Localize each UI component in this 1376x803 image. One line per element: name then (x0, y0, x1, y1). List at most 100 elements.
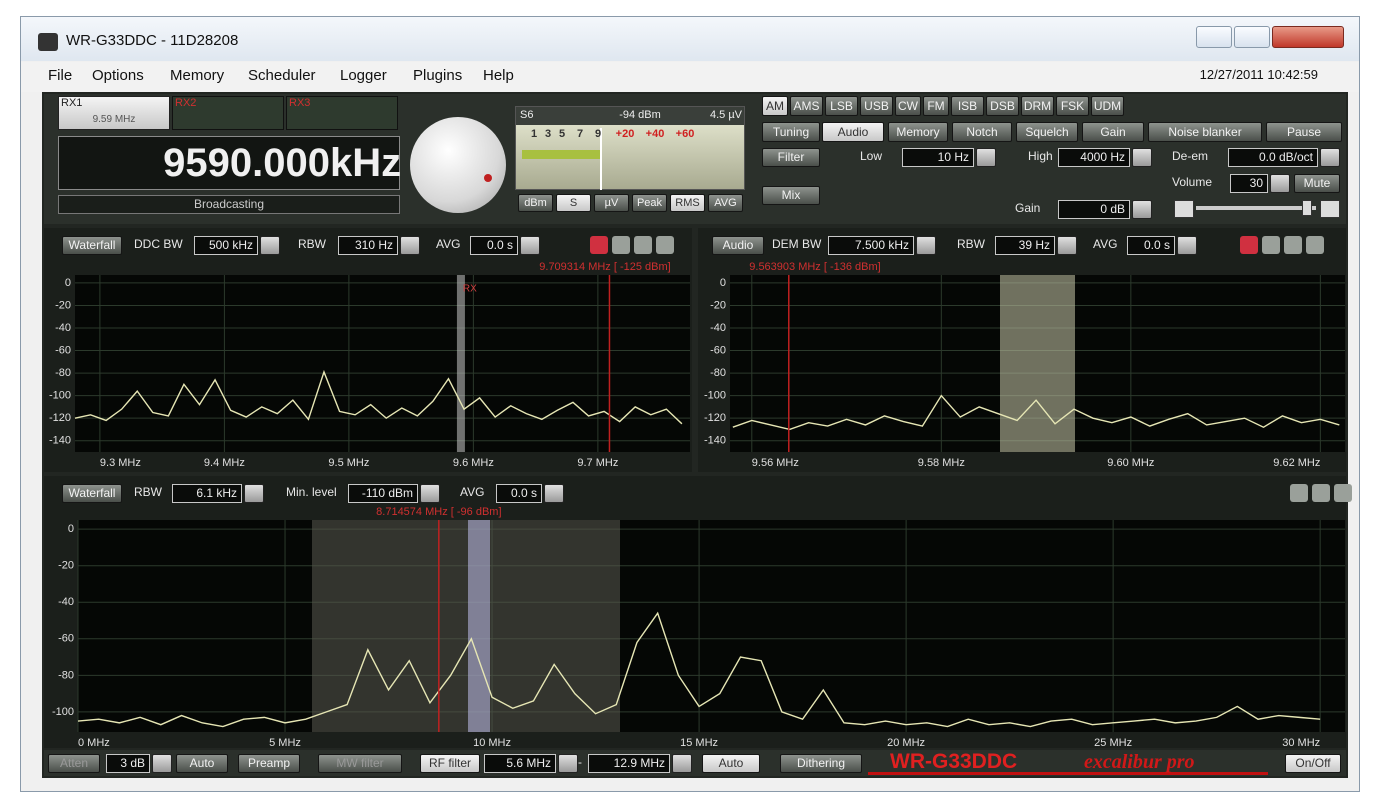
control-box[interactable]: 0.0 s (496, 484, 542, 503)
mode-button[interactable]: LSB (825, 96, 858, 116)
dropdown[interactable] (1177, 236, 1197, 255)
mode-button[interactable]: DRM (1021, 96, 1054, 116)
tool-icon[interactable] (1262, 236, 1280, 254)
meter-button[interactable]: Peak (632, 194, 667, 212)
tab[interactable]: Squelch (1016, 122, 1078, 142)
tool-icon[interactable] (1284, 236, 1302, 254)
menu-item[interactable]: Scheduler (248, 67, 316, 84)
mode-button[interactable]: CW (895, 96, 921, 116)
rx-button[interactable] (58, 96, 170, 130)
menu-item[interactable]: Memory (170, 67, 225, 84)
auto-button[interactable]: Auto (702, 754, 760, 773)
dropdown[interactable] (1057, 236, 1077, 255)
minimize-button[interactable] (1196, 26, 1232, 48)
tab[interactable]: Tuning (762, 122, 820, 142)
dropdown[interactable] (152, 754, 172, 773)
dropdown[interactable] (558, 754, 578, 773)
rf-high-box[interactable]: 12.9 MHz (588, 754, 670, 773)
filter-button[interactable]: Filter (762, 148, 820, 167)
menu-item[interactable]: Plugins (413, 67, 463, 84)
control-box[interactable]: 310 Hz (338, 236, 398, 255)
control-box[interactable]: -110 dBm (348, 484, 418, 503)
volume-right[interactable] (1320, 200, 1340, 218)
tool-icon[interactable] (1290, 484, 1308, 502)
control-box[interactable]: 500 kHz (194, 236, 258, 255)
atten-box[interactable]: 3 dB (106, 754, 150, 773)
dropdown[interactable] (260, 236, 280, 255)
control-button[interactable]: Waterfall (62, 236, 122, 255)
tab[interactable]: Notch (952, 122, 1012, 142)
dropdown[interactable] (544, 484, 564, 503)
rf-low-box[interactable]: 5.6 MHz (484, 754, 556, 773)
tab[interactable]: Memory (888, 122, 948, 142)
menu-item[interactable]: Options (92, 67, 144, 84)
auto-button[interactable]: Auto (176, 754, 228, 773)
volume-thumb[interactable] (1302, 200, 1312, 216)
mode-button[interactable]: FSK (1056, 96, 1089, 116)
control-button[interactable]: Audio (712, 236, 764, 255)
volume-left[interactable] (1174, 200, 1194, 218)
tool-icon[interactable] (634, 236, 652, 254)
mode-button[interactable]: FM (923, 96, 949, 116)
meter-button[interactable]: S (556, 194, 591, 212)
volume-box[interactable]: 30 (1230, 174, 1268, 193)
menu-item[interactable]: Help (483, 67, 514, 84)
tab[interactable]: Noise blanker (1148, 122, 1262, 142)
high-box[interactable]: 4000 Hz (1058, 148, 1130, 167)
dropdown[interactable] (400, 236, 420, 255)
mode-button[interactable]: ISB (951, 96, 984, 116)
meter-button[interactable]: AVG (708, 194, 743, 212)
dropdown[interactable] (244, 484, 264, 503)
tool-icon[interactable] (1306, 236, 1324, 254)
tool-icon[interactable] (1240, 236, 1258, 254)
on-off-button[interactable]: On/Off (1285, 754, 1341, 773)
tool-icon[interactable] (612, 236, 630, 254)
tool-icon[interactable] (1334, 484, 1352, 502)
dropdown[interactable] (916, 236, 936, 255)
control-box[interactable]: 0.0 s (470, 236, 518, 255)
dropdown[interactable] (672, 754, 692, 773)
rf-filter-button[interactable]: RF filter (420, 754, 480, 773)
mode-button[interactable]: UDM (1091, 96, 1124, 116)
tuning-knob[interactable] (410, 117, 506, 213)
tab[interactable]: Pause (1266, 122, 1342, 142)
dropdown[interactable] (420, 484, 440, 503)
menu-item[interactable]: Logger (340, 67, 387, 84)
tab[interactable]: Audio (822, 122, 884, 142)
dropdown[interactable] (1132, 200, 1152, 219)
mw-filter-button[interactable]: MW filter (318, 754, 402, 773)
mix-button[interactable]: Mix (762, 186, 820, 205)
control-button[interactable]: Waterfall (62, 484, 122, 503)
tab[interactable]: Gain (1082, 122, 1144, 142)
control-box[interactable]: 0.0 s (1127, 236, 1175, 255)
low-box[interactable]: 10 Hz (902, 148, 974, 167)
volume-slider[interactable] (1196, 206, 1316, 210)
control-box[interactable]: 7.500 kHz (828, 236, 914, 255)
rx-button[interactable] (286, 96, 398, 130)
deem-box[interactable]: 0.0 dB/oct (1228, 148, 1318, 167)
meter-button[interactable]: µV (594, 194, 629, 212)
meter-button[interactable]: dBm (518, 194, 553, 212)
gain-box[interactable]: 0 dB (1058, 200, 1130, 219)
tool-icon[interactable] (1312, 484, 1330, 502)
menu-item[interactable]: File (48, 67, 73, 84)
preamp-button[interactable]: Preamp (238, 754, 300, 773)
control-box[interactable]: 39 Hz (995, 236, 1055, 255)
mute-button[interactable]: Mute (1294, 174, 1340, 193)
control-box[interactable]: 6.1 kHz (172, 484, 242, 503)
mode-button[interactable]: AMS (790, 96, 823, 116)
atten-button[interactable]: Atten (48, 754, 100, 773)
dropdown[interactable] (1270, 174, 1290, 193)
meter-button[interactable]: RMS (670, 194, 705, 212)
dithering-button[interactable]: Dithering (780, 754, 862, 773)
mode-button[interactable]: USB (860, 96, 893, 116)
mode-button[interactable]: DSB (986, 96, 1019, 116)
dropdown[interactable] (520, 236, 540, 255)
dropdown[interactable] (1132, 148, 1152, 167)
close-button[interactable] (1272, 26, 1344, 48)
dropdown[interactable] (976, 148, 996, 167)
tool-icon[interactable] (656, 236, 674, 254)
mode-button[interactable]: AM (762, 96, 788, 116)
maximize-button[interactable] (1234, 26, 1270, 48)
tool-icon[interactable] (590, 236, 608, 254)
